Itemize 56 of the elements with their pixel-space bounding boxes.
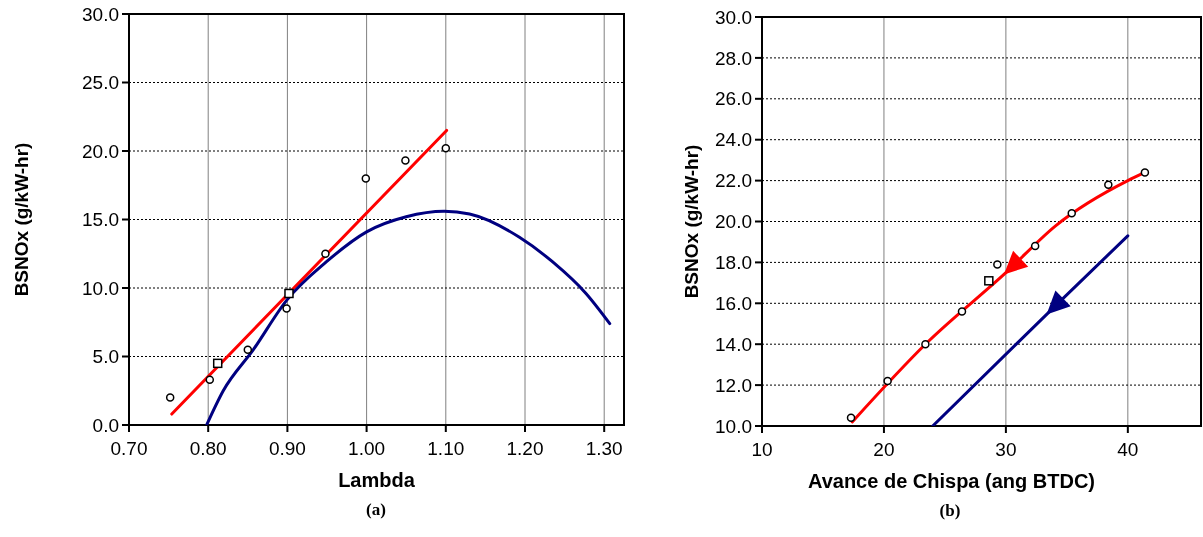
x-tick-label: 20	[873, 439, 895, 460]
x-axis-title: Avance de Chispa (ang BTDC)	[807, 470, 1096, 492]
y-tick-label: 28.0	[715, 47, 752, 69]
x-axis-title: Lambda	[338, 469, 416, 491]
point	[212, 358, 223, 369]
x-tick-label: 0.80	[189, 438, 227, 459]
point	[957, 307, 967, 316]
y-axis-title: BSNOx (g/kW-hr)	[681, 144, 702, 299]
point	[284, 288, 294, 299]
y-tick-label: 10.0	[715, 415, 752, 437]
point	[401, 156, 410, 165]
y-tick-label: 30.0	[715, 6, 752, 28]
point	[1067, 209, 1076, 218]
x-tick-label: 40	[1117, 439, 1139, 460]
x-tick-label: 0.90	[268, 438, 306, 459]
y-tick-label: 25.0	[82, 72, 119, 94]
point	[1140, 168, 1150, 177]
x-tick-label: 1.30	[585, 438, 623, 459]
y-axis-title: BSNOx (g/kW-hr)	[11, 142, 32, 297]
x-tick-label: 1.00	[348, 438, 386, 459]
text: (b)	[939, 501, 961, 520]
y-tick-label: 26.0	[715, 88, 752, 110]
x-tick-label: 0.70	[110, 438, 148, 459]
point	[243, 345, 253, 354]
y-tick-label: 0.0	[92, 414, 119, 436]
y-tick-label: 15.0	[82, 209, 119, 231]
point	[321, 249, 330, 258]
point	[883, 376, 892, 386]
point	[846, 413, 856, 423]
y-tick-label: 5.0	[92, 346, 119, 368]
y-tick-label: 12.0	[715, 374, 752, 396]
y-tick-label: 30.0	[82, 3, 119, 25]
x-tick-label: 10	[751, 439, 773, 460]
y-tick-label: 24.0	[715, 129, 752, 151]
y-tick-label: 14.0	[715, 333, 752, 355]
x-tick-label: 1.10	[427, 438, 465, 459]
y-tick-label: 16.0	[715, 292, 752, 314]
y-tick-label: 18.0	[715, 252, 752, 274]
point	[1030, 241, 1040, 251]
point	[984, 276, 994, 286]
point	[361, 174, 371, 183]
text: (a)	[366, 500, 386, 519]
point	[1104, 180, 1113, 189]
x-tick-label: 30	[995, 439, 1017, 460]
y-tick-label: 20.0	[82, 140, 119, 162]
line-series	[205, 209, 612, 425]
point	[205, 375, 215, 385]
y-tick-label: 22.0	[715, 170, 752, 192]
point	[921, 339, 930, 349]
y-tick-label: 20.0	[715, 211, 752, 233]
point	[441, 144, 451, 153]
point	[165, 393, 175, 402]
x-tick-label: 1.20	[506, 438, 544, 459]
point	[993, 260, 1002, 269]
point	[282, 304, 291, 313]
y-tick-label: 10.0	[82, 277, 119, 299]
